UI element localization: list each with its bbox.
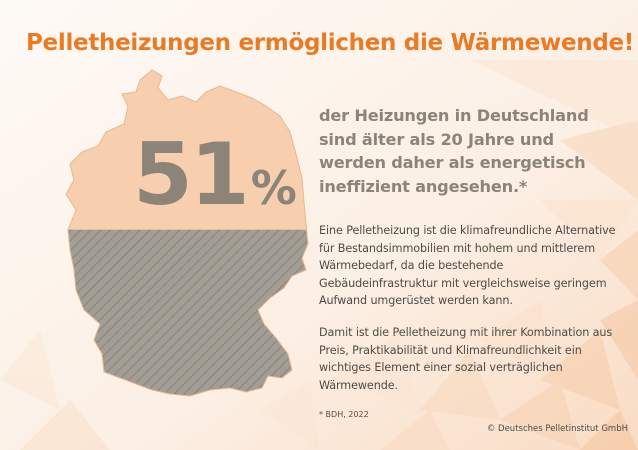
copyright: © Deutsches Pelletinstitut GmbH (486, 424, 628, 434)
footnote: * BDH, 2022 (319, 410, 369, 419)
map-hatched-share (66, 229, 308, 396)
stat-unit: % (250, 161, 297, 215)
body-paragraph-2: Damit ist die Pelletheizung mit ihrer Ko… (319, 326, 613, 392)
stat-value: 51% (133, 132, 297, 218)
stat-number: 51 (133, 125, 250, 225)
germany-map (65, 69, 309, 397)
page-title: Pelletheizungen ermöglichen die Wärmewen… (26, 30, 634, 56)
lead-text: der Heizungen in Deutschland sind älter … (319, 106, 589, 196)
body-paragraph-1: Eine Pelletheizung ist die klimafreundli… (319, 224, 616, 308)
